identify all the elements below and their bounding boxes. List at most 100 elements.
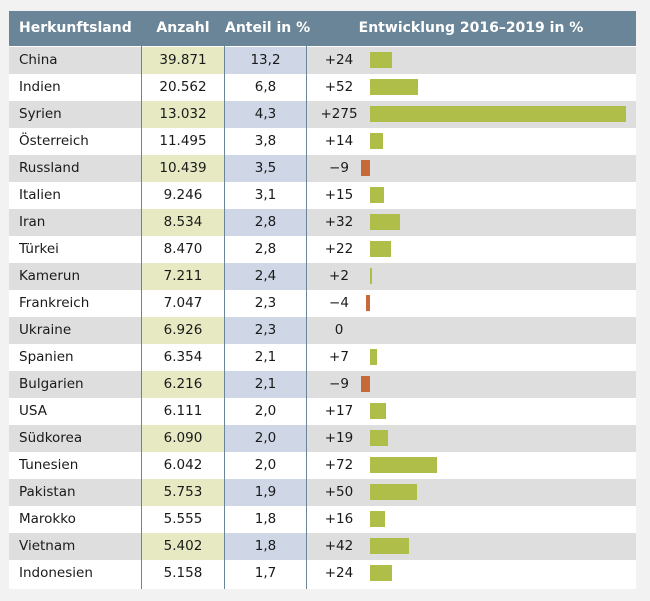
country-cell: Iran — [19, 214, 46, 230]
change-label: +32 — [324, 214, 354, 230]
share-highlight — [225, 533, 306, 560]
count-cell: 20.562 — [159, 79, 207, 95]
count-cell: 11.495 — [159, 133, 207, 149]
count-cell: 6.216 — [163, 376, 203, 392]
count-cell: 7.211 — [163, 268, 203, 284]
count-cell: 6.354 — [163, 349, 203, 365]
count-highlight — [142, 263, 224, 290]
share-cell: 2,1 — [254, 376, 277, 392]
count-highlight — [142, 371, 224, 398]
share-cell: 2,1 — [254, 349, 277, 365]
table-row: Pakistan 5.753 1,9 +50 — [9, 479, 636, 506]
change-label: +17 — [324, 403, 354, 419]
share-cell: 2,0 — [254, 403, 277, 419]
share-cell: 1,9 — [254, 484, 277, 500]
count-cell: 39.871 — [159, 52, 207, 68]
count-cell: 8.534 — [163, 214, 203, 230]
share-cell: 2,8 — [254, 241, 277, 257]
change-label: +22 — [324, 241, 354, 257]
count-cell: 10.439 — [159, 160, 207, 176]
change-label: +24 — [324, 52, 354, 68]
negative-change-bar — [361, 376, 370, 392]
change-label: −9 — [329, 376, 349, 392]
table-row: Südkorea 6.090 2,0 +19 — [9, 425, 636, 452]
share-cell: 4,3 — [254, 106, 277, 122]
share-highlight — [225, 263, 306, 290]
change-label: +19 — [324, 430, 354, 446]
country-cell: Türkei — [19, 241, 59, 257]
change-label: −4 — [329, 295, 349, 311]
count-highlight — [142, 47, 224, 74]
table-row: Syrien 13.032 4,3 +275 — [9, 101, 636, 128]
table-row: Frankreich 7.047 2,3 −4 — [9, 290, 636, 317]
positive-change-bar — [370, 133, 383, 149]
positive-change-bar — [370, 484, 417, 500]
share-cell: 1,8 — [254, 538, 277, 554]
positive-change-bar — [370, 241, 391, 257]
table-row: Österreich 11.495 3,8 +14 — [9, 128, 636, 155]
positive-change-bar — [370, 52, 393, 68]
positive-change-bar — [370, 511, 385, 527]
share-cell: 2,8 — [254, 214, 277, 230]
share-highlight — [225, 425, 306, 452]
table-row: Tunesien 6.042 2,0 +72 — [9, 452, 636, 479]
count-cell: 5.158 — [163, 565, 203, 581]
country-cell: Russland — [19, 160, 80, 176]
count-highlight — [142, 479, 224, 506]
country-cell: Tunesien — [19, 457, 79, 473]
data-table: Herkunftsland Anzahl Anteil in % Entwick… — [9, 11, 636, 589]
share-highlight — [225, 371, 306, 398]
count-cell: 5.753 — [163, 484, 203, 500]
country-cell: China — [19, 52, 58, 68]
share-highlight — [225, 209, 306, 236]
table-row: Türkei 8.470 2,8 +22 — [9, 236, 636, 263]
change-label: −9 — [329, 160, 349, 176]
country-cell: USA — [19, 403, 47, 419]
header-country: Herkunftsland — [19, 20, 132, 36]
share-cell: 2,0 — [254, 430, 277, 446]
share-cell: 1,8 — [254, 511, 277, 527]
country-cell: Frankreich — [19, 295, 90, 311]
share-cell: 1,7 — [254, 565, 277, 581]
count-highlight — [142, 425, 224, 452]
country-cell: Marokko — [19, 511, 76, 527]
column-divider — [224, 46, 225, 589]
count-highlight — [142, 155, 224, 182]
share-highlight — [225, 317, 306, 344]
count-cell: 13.032 — [159, 106, 207, 122]
share-cell: 6,8 — [254, 79, 277, 95]
table-header: Herkunftsland Anzahl Anteil in % Entwick… — [9, 11, 636, 46]
column-divider — [306, 46, 307, 589]
change-label: +16 — [324, 511, 354, 527]
table-row: Kamerun 7.211 2,4 +2 — [9, 263, 636, 290]
positive-change-bar — [370, 268, 372, 284]
count-cell: 8.470 — [163, 241, 203, 257]
change-label: +42 — [324, 538, 354, 554]
positive-change-bar — [370, 403, 386, 419]
change-label: +275 — [320, 106, 358, 122]
country-cell: Kamerun — [19, 268, 81, 284]
country-cell: Südkorea — [19, 430, 83, 446]
share-cell: 2,0 — [254, 457, 277, 473]
change-label: 0 — [334, 322, 344, 338]
table-row: Spanien 6.354 2,1 +7 — [9, 344, 636, 371]
country-cell: Vietnam — [19, 538, 76, 554]
count-cell: 6.042 — [163, 457, 203, 473]
count-cell: 7.047 — [163, 295, 203, 311]
change-label: +24 — [324, 565, 354, 581]
positive-change-bar — [370, 106, 626, 122]
country-cell: Pakistan — [19, 484, 76, 500]
share-highlight — [225, 155, 306, 182]
negative-change-bar — [366, 295, 370, 311]
table-row: Indien 20.562 6,8 +52 — [9, 74, 636, 101]
country-cell: Österreich — [19, 133, 89, 149]
table-row: China 39.871 13,2 +24 — [9, 47, 636, 74]
change-label: +7 — [329, 349, 349, 365]
country-cell: Bulgarien — [19, 376, 84, 392]
table-row: Bulgarien 6.216 2,1 −9 — [9, 371, 636, 398]
change-label: +50 — [324, 484, 354, 500]
positive-change-bar — [370, 349, 377, 365]
negative-change-bar — [361, 160, 370, 176]
count-cell: 6.926 — [163, 322, 203, 338]
count-cell: 6.111 — [163, 403, 203, 419]
